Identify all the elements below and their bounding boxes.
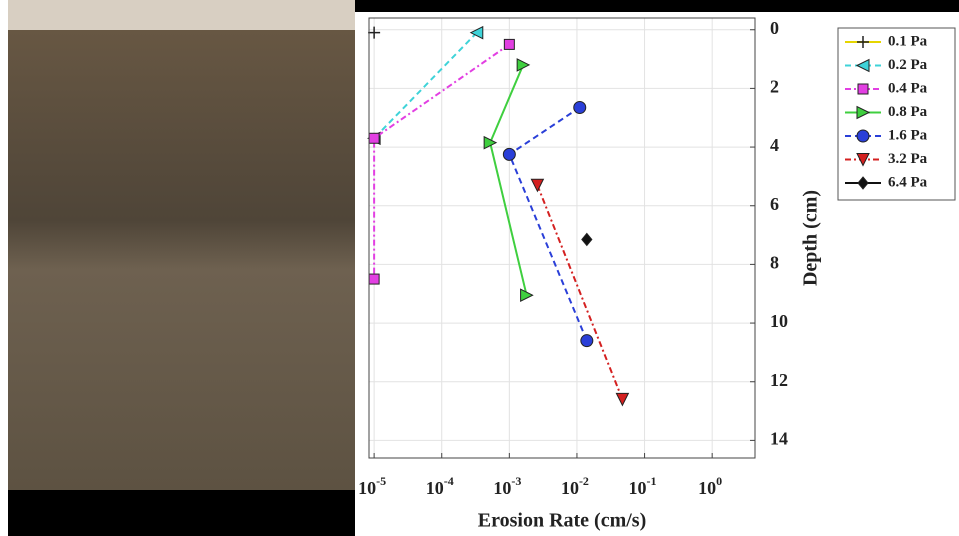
y-tick-label: 10 xyxy=(770,311,788,331)
marker xyxy=(856,105,871,120)
x-tick-label: 10-1 xyxy=(629,474,657,498)
x-tick-label: 10-3 xyxy=(493,474,521,498)
x-tick-base: 10 xyxy=(493,478,511,498)
plot-frame xyxy=(368,17,756,459)
plot-area xyxy=(369,18,755,458)
x-tick-base: 10 xyxy=(561,478,579,498)
grid xyxy=(369,18,755,458)
marker xyxy=(530,178,545,193)
photo-top xyxy=(8,0,355,30)
marker xyxy=(857,36,869,48)
y-tick-label: 8 xyxy=(770,253,779,273)
marker xyxy=(857,176,869,190)
marker xyxy=(502,147,516,161)
top-bar xyxy=(355,0,959,12)
x-tick-label: 10-5 xyxy=(358,474,386,498)
marker xyxy=(856,129,870,143)
legend-label: 3.2 Pa xyxy=(888,151,928,167)
marker xyxy=(483,135,498,150)
marks xyxy=(367,25,630,407)
y-tick-label: 4 xyxy=(770,135,779,155)
x-tick-base: 10 xyxy=(426,478,444,498)
x-axis-label: Erosion Rate (cm/s) xyxy=(478,510,647,532)
legend-label: 6.4 Pa xyxy=(888,174,928,190)
y-tick-label: 2 xyxy=(770,77,779,97)
marker xyxy=(368,132,380,144)
legend-label: 0.8 Pa xyxy=(888,104,928,120)
legend: 0.1 Pa 0.2 Pa 0.4 Pa 0.8 Pa 1.6 Pa 3.2 Pa 6.4 … xyxy=(845,33,928,190)
marker xyxy=(581,232,593,247)
marker xyxy=(855,58,870,73)
x-tick-exponent: -2 xyxy=(579,474,589,488)
x-tick-label: 10-4 xyxy=(426,474,454,498)
y-tick-label: 0 xyxy=(770,18,779,38)
x-tick-label: 100 xyxy=(698,474,722,498)
x-tick-exponent: -1 xyxy=(647,474,657,488)
y-tick-label: 14 xyxy=(770,429,788,449)
x-tick-base: 10 xyxy=(698,478,716,498)
marker xyxy=(615,392,630,407)
legend-label: 1.6 Pa xyxy=(888,127,928,143)
x-tick-exponent: -3 xyxy=(511,474,521,488)
marker xyxy=(573,100,587,114)
legend-label: 0.4 Pa xyxy=(888,80,928,96)
y-axis-label: Depth (cm) xyxy=(800,190,822,286)
marker xyxy=(503,38,515,50)
legend-label: 0.1 Pa xyxy=(888,33,928,49)
marker xyxy=(469,25,484,40)
series-line xyxy=(373,31,478,139)
marker xyxy=(368,26,381,39)
legend-label: 0.2 Pa xyxy=(888,57,928,73)
x-tick-exponent: -4 xyxy=(444,474,454,488)
series-line xyxy=(536,184,624,400)
marker xyxy=(516,58,531,72)
marker xyxy=(520,288,534,303)
x-tick-base: 10 xyxy=(629,478,647,498)
soil-core-photo xyxy=(8,0,355,490)
x-tick-base: 10 xyxy=(358,478,376,498)
marker xyxy=(580,334,594,348)
x-tick-exponent: -5 xyxy=(376,474,386,488)
photo-bottom-bar xyxy=(8,490,355,536)
y-tick-label: 6 xyxy=(770,194,779,214)
marker xyxy=(368,273,380,285)
x-tick-exponent: 0 xyxy=(716,474,722,488)
marker xyxy=(857,83,869,95)
x-tick-label: 10-2 xyxy=(561,474,589,498)
y-tick-label: 12 xyxy=(770,370,788,390)
marker xyxy=(856,153,870,167)
